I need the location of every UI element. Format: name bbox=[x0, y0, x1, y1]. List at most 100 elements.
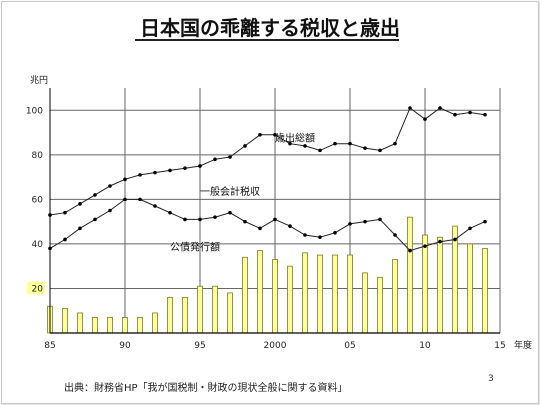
data-point bbox=[153, 204, 157, 208]
page-number: 3 bbox=[488, 374, 494, 384]
bar bbox=[422, 234, 428, 334]
data-point bbox=[78, 226, 82, 231]
bar bbox=[182, 296, 188, 334]
data-point bbox=[363, 146, 367, 150]
series-annotation: 公債発行額 bbox=[170, 241, 220, 254]
bar bbox=[62, 308, 68, 334]
data-point bbox=[333, 141, 337, 146]
data-point bbox=[288, 224, 292, 228]
data-point bbox=[153, 170, 157, 175]
data-point bbox=[318, 235, 322, 240]
bar bbox=[302, 252, 308, 334]
bar-series bbox=[47, 216, 488, 334]
bar bbox=[287, 265, 293, 334]
bar bbox=[107, 317, 113, 334]
data-point bbox=[453, 112, 457, 117]
data-point bbox=[468, 110, 472, 115]
axes bbox=[49, 88, 500, 334]
data-point bbox=[423, 244, 427, 248]
y-tick-label: 80 bbox=[32, 151, 44, 161]
data-point bbox=[438, 106, 442, 110]
data-point bbox=[138, 197, 142, 202]
bar bbox=[197, 285, 203, 334]
y-tick-label: 100 bbox=[26, 106, 43, 116]
data-point bbox=[93, 217, 97, 222]
bar bbox=[137, 317, 143, 334]
data-point bbox=[483, 219, 487, 224]
bar bbox=[377, 276, 383, 334]
bar bbox=[92, 317, 98, 334]
series-line bbox=[49, 107, 486, 216]
bar bbox=[167, 296, 173, 334]
data-point bbox=[378, 148, 382, 153]
x-axis-label: 年度 bbox=[514, 339, 532, 351]
data-point bbox=[483, 112, 487, 117]
highlight-label-box bbox=[27, 281, 45, 295]
data-point bbox=[273, 217, 277, 222]
data-point bbox=[123, 177, 127, 182]
bar bbox=[437, 236, 443, 334]
x-tick-label: 95 bbox=[194, 341, 205, 351]
data-point bbox=[393, 233, 397, 237]
data-point bbox=[168, 210, 172, 215]
bar bbox=[332, 254, 338, 334]
data-point bbox=[468, 226, 472, 231]
line-series bbox=[48, 106, 487, 253]
y-tick-label: 20 bbox=[32, 284, 44, 294]
bar bbox=[257, 250, 263, 334]
bar bbox=[362, 272, 368, 334]
data-point bbox=[303, 144, 307, 148]
data-point bbox=[348, 141, 352, 146]
chart-title: 日本国の乖離する税収と歳出 bbox=[140, 16, 400, 40]
data-point bbox=[63, 210, 67, 215]
data-point bbox=[198, 164, 202, 168]
x-tick-label: 05 bbox=[344, 341, 355, 351]
data-point bbox=[333, 230, 337, 235]
data-point bbox=[348, 222, 352, 226]
bar bbox=[317, 254, 323, 334]
x-tick-label: 15 bbox=[494, 341, 505, 351]
y-axis-label: 兆円 bbox=[30, 75, 48, 86]
data-point bbox=[258, 132, 262, 137]
data-point bbox=[138, 173, 142, 177]
bar bbox=[347, 254, 353, 334]
bar bbox=[272, 259, 278, 334]
data-point bbox=[168, 168, 172, 173]
x-tick-label: 90 bbox=[119, 341, 131, 351]
x-tick-label: 10 bbox=[419, 341, 431, 351]
bar bbox=[452, 225, 458, 334]
series-annotation: 歳出総額 bbox=[275, 131, 315, 144]
data-point bbox=[63, 237, 67, 242]
bar bbox=[467, 243, 473, 334]
series-annotation: 一般会計税収 bbox=[200, 185, 260, 198]
x-tick-label: 85 bbox=[44, 341, 55, 351]
data-point bbox=[378, 217, 382, 222]
data-point bbox=[123, 197, 127, 202]
source-note: 出典：財務省HP「我が国税制・財政の現状全般に関する資料」 bbox=[64, 383, 348, 394]
data-point bbox=[228, 210, 232, 215]
bar bbox=[482, 247, 488, 334]
data-point bbox=[318, 148, 322, 153]
series-line bbox=[49, 198, 486, 252]
data-point bbox=[363, 219, 367, 224]
data-point bbox=[93, 193, 97, 197]
data-point bbox=[408, 248, 412, 253]
data-point bbox=[213, 215, 217, 219]
title-underline bbox=[135, 39, 399, 41]
x-tick-label: 2000 bbox=[264, 341, 287, 351]
y-tick-label: 60 bbox=[32, 195, 44, 205]
bar bbox=[242, 256, 248, 334]
bar bbox=[227, 292, 233, 334]
data-point bbox=[453, 237, 457, 242]
data-point bbox=[108, 184, 112, 188]
y-tick-label: 40 bbox=[32, 240, 44, 250]
data-point bbox=[78, 202, 82, 206]
bar bbox=[152, 312, 158, 334]
bar bbox=[122, 317, 128, 334]
data-point bbox=[438, 239, 442, 244]
data-point bbox=[243, 219, 247, 224]
bar bbox=[392, 259, 398, 334]
data-point bbox=[258, 226, 262, 231]
